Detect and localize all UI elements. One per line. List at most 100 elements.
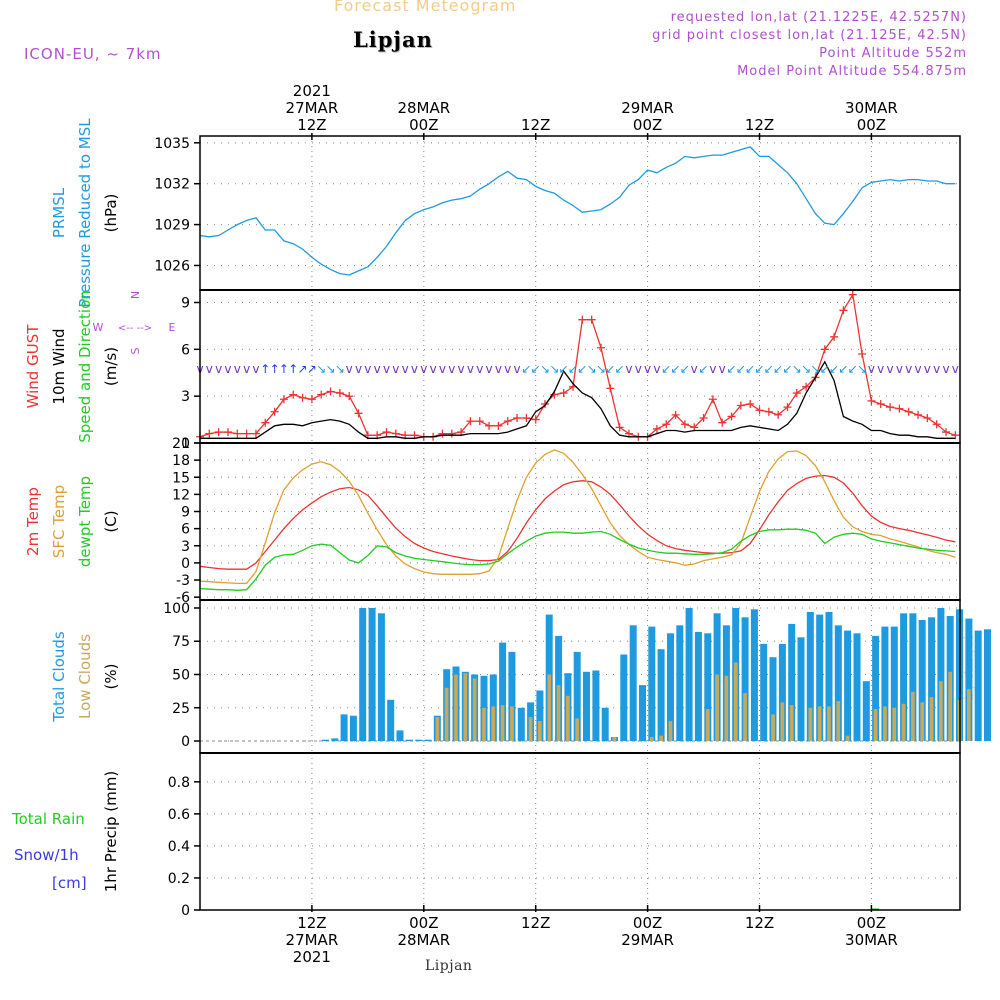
wind-direction-arrow: v xyxy=(243,362,250,376)
y-axis-label: 10m Wind xyxy=(50,328,68,404)
bar-low_clouds xyxy=(873,709,878,741)
bar-total_clouds xyxy=(368,608,376,741)
bottom-time-label: 00Z xyxy=(633,914,662,932)
bar-low_clouds xyxy=(444,687,449,741)
y-axis-label: (hPa) xyxy=(102,194,120,233)
bar-low_clouds xyxy=(463,673,468,742)
wind-direction-arrow: ↘ xyxy=(857,362,867,376)
gust-marker xyxy=(736,401,745,410)
bar-total_clouds xyxy=(349,715,357,741)
wind-direction-arrow: ↙ xyxy=(754,362,764,376)
panel-frame xyxy=(199,752,961,911)
gust-marker xyxy=(466,417,475,426)
bottom-time-label: 12Z xyxy=(745,914,774,932)
gust-marker xyxy=(223,428,232,437)
wind-direction-arrow: v xyxy=(364,362,371,376)
bar-total_clouds xyxy=(676,625,684,741)
wind-direction-arrow: v xyxy=(719,362,726,376)
bar-low_clouds xyxy=(668,721,673,742)
gust-marker xyxy=(242,429,251,438)
y-tick-label: 0 xyxy=(181,903,190,919)
grid-point-coords: grid point closest lon,lat (21.125E, 42.… xyxy=(652,28,967,43)
gust-marker xyxy=(830,332,839,341)
compass-arrows: <-- --> xyxy=(118,323,152,334)
gust-marker xyxy=(802,382,811,391)
bar-low_clouds xyxy=(528,717,533,741)
y-tick-label: 0.4 xyxy=(168,839,190,855)
wind-direction-arrow: v xyxy=(942,362,949,376)
series-line-wind xyxy=(200,360,956,439)
bottom-time-label: 28MAR xyxy=(397,931,450,949)
bar-total_clouds xyxy=(900,613,908,741)
bar-total_clouds xyxy=(760,643,768,741)
bottom-time-label: 00Z xyxy=(409,914,438,932)
bar-low_clouds xyxy=(500,705,505,741)
bar-low_clouds xyxy=(939,681,943,742)
series-line-gust xyxy=(199,292,956,438)
gust-marker xyxy=(214,428,223,437)
wind-direction-arrow: ↙ xyxy=(838,362,848,376)
gust-marker xyxy=(485,421,494,430)
wind-direction-arrow: v xyxy=(458,362,465,376)
clouds-panel: 0 25 50 75 100 Total Clouds Low Clouds (%) xyxy=(50,599,991,754)
bar-low_clouds xyxy=(771,714,775,741)
bar-total_clouds xyxy=(806,612,814,742)
wind-direction-arrow: v xyxy=(392,362,399,376)
gust-marker xyxy=(559,389,568,398)
bar-total_clouds xyxy=(704,633,712,742)
bar-total_clouds xyxy=(937,608,945,741)
y-tick-label: 0.6 xyxy=(168,807,190,823)
bar-total_clouds xyxy=(620,654,628,741)
y-tick-label: 9 xyxy=(181,505,190,521)
wind-direction-arrow: ↙ xyxy=(773,362,783,376)
bottom-time-label: 30MAR xyxy=(845,931,898,949)
wind-direction-arrow: v xyxy=(653,362,660,376)
series-line-temp2m xyxy=(199,474,956,570)
y-tick-label: 3 xyxy=(181,539,190,555)
y-tick-label: 21 xyxy=(172,436,190,452)
gust-marker xyxy=(718,418,727,427)
wind-direction-arrow: v xyxy=(439,362,446,376)
gust-marker xyxy=(289,390,298,399)
wind-direction-arrow: ↘ xyxy=(587,362,597,376)
bottom-time-label: 00Z xyxy=(857,914,886,932)
wind-direction-arrow: ↙ xyxy=(782,362,792,376)
precip-legend-row: [cm] xyxy=(52,874,87,892)
gust-marker xyxy=(774,410,783,419)
top-time-label: 30MAR xyxy=(845,99,898,117)
compass-n: N xyxy=(129,291,142,299)
gust-marker xyxy=(662,420,671,429)
wind-direction-arrow: ↙ xyxy=(745,362,755,376)
top-time-label: 29MAR xyxy=(621,99,674,117)
wind-direction-arrow: ↙ xyxy=(829,362,839,376)
bar-total_clouds xyxy=(601,707,609,742)
y-tick-label: 18 xyxy=(172,453,190,469)
top-time-label: 12Z xyxy=(521,116,550,134)
y-tick-label: 6 xyxy=(181,522,190,538)
y-axis-label: Speed and Direction xyxy=(76,290,94,443)
gust-marker xyxy=(326,387,335,396)
wind-direction-arrow: v xyxy=(914,362,921,376)
gust-marker xyxy=(820,345,829,354)
bar-low_clouds xyxy=(808,707,813,742)
wind-direction-arrow: v xyxy=(691,362,698,376)
bar-low_clouds xyxy=(612,737,617,741)
bar-low_clouds xyxy=(845,735,850,741)
bar-total_clouds xyxy=(853,633,861,742)
gust-marker xyxy=(205,429,214,438)
top-time-label: 2021 xyxy=(293,82,331,100)
wind-direction-arrow: ↙ xyxy=(531,362,541,376)
bottom-time-label: 27MAR xyxy=(286,931,339,949)
y-tick-label: 6 xyxy=(181,342,190,358)
y-axis-label: 2m Temp xyxy=(24,487,42,556)
gust-marker xyxy=(503,417,512,426)
y-tick-label: 15 xyxy=(172,470,190,486)
y-axis-label: (%) xyxy=(102,664,120,690)
bottom-time-label: 12Z xyxy=(521,914,550,932)
wind-direction-arrow: ↙ xyxy=(680,362,690,376)
gust-marker xyxy=(261,418,270,427)
gust-marker xyxy=(895,404,904,413)
gust-marker xyxy=(233,429,242,438)
wind-direction-arrow: v xyxy=(215,362,222,376)
